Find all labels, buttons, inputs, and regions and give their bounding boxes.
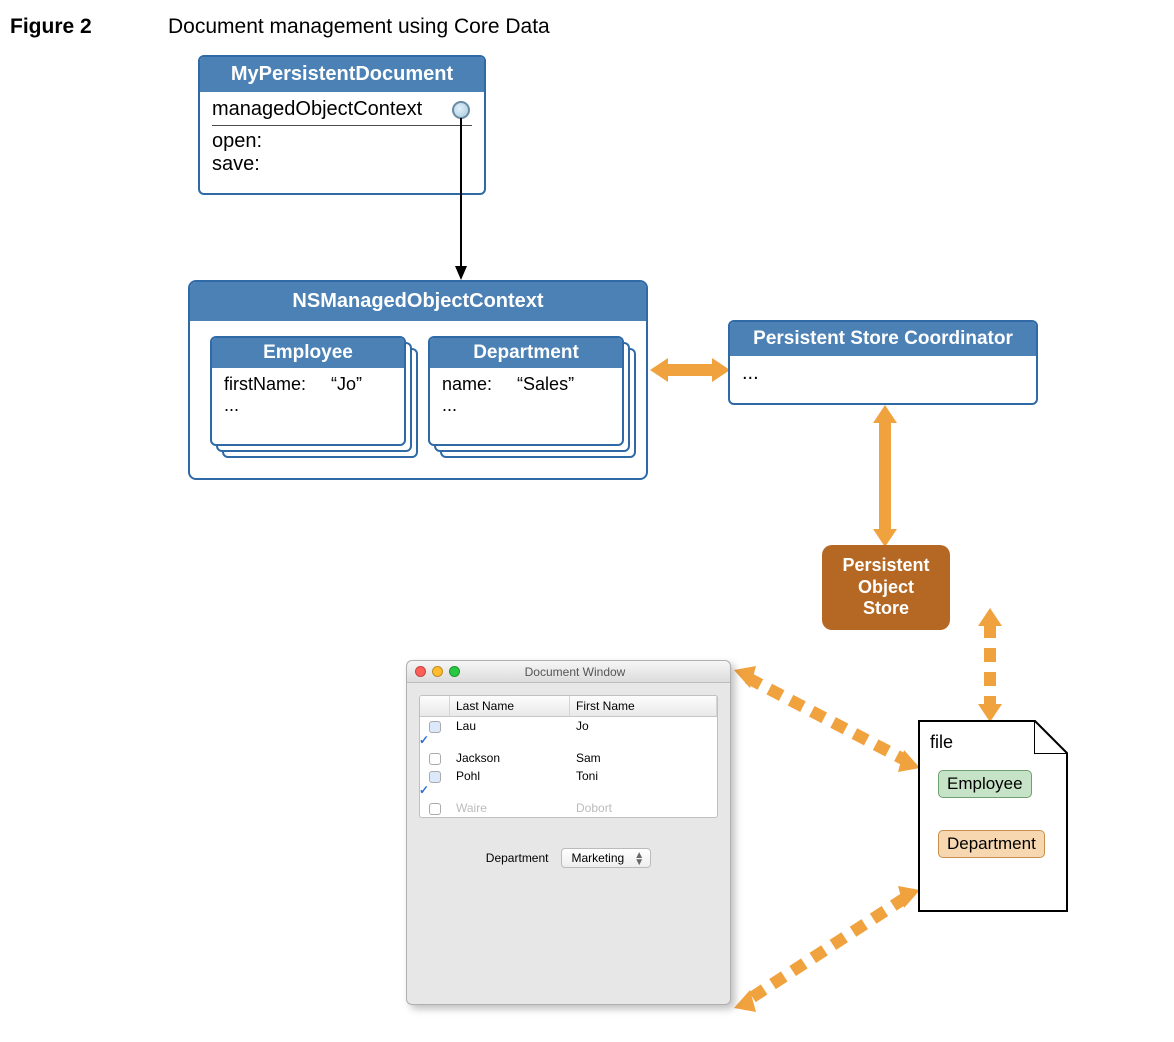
department-select-value: Marketing bbox=[572, 851, 625, 865]
table-header: Last Name First Name bbox=[420, 696, 717, 717]
persistent-document-box: MyPersistentDocument managedObjectContex… bbox=[198, 55, 486, 195]
window-form-row: Department Marketing ▲▼ bbox=[407, 848, 730, 868]
department-card-stack: Department name: “Sales” ... bbox=[428, 336, 628, 456]
close-icon[interactable] bbox=[415, 666, 426, 677]
psc-box: Persistent Store Coordinator ... bbox=[728, 320, 1038, 405]
file-chip-department: Department bbox=[938, 830, 1045, 858]
arrow-context-psc bbox=[650, 350, 730, 390]
form-label: Department bbox=[486, 851, 549, 865]
persistent-document-title: MyPersistentDocument bbox=[200, 57, 484, 92]
traffic-lights bbox=[407, 666, 460, 677]
psc-body: ... bbox=[730, 356, 1036, 391]
minimize-icon[interactable] bbox=[432, 666, 443, 677]
persistent-document-attr: managedObjectContext bbox=[212, 98, 472, 121]
figure-label: Figure 2 bbox=[10, 15, 92, 39]
employee-card-stack: Employee firstName: “Jo” ... bbox=[210, 336, 410, 456]
figure-title: Document management using Core Data bbox=[168, 15, 550, 39]
persistent-document-method-1: save: bbox=[212, 153, 472, 176]
table-row[interactable]: ✓LauJo bbox=[420, 717, 717, 749]
department-attr-key: name: bbox=[442, 374, 492, 394]
arrow-psc-pos bbox=[865, 405, 905, 547]
department-attr-val: “Sales” bbox=[517, 374, 574, 394]
pos-line2: Object Store bbox=[836, 577, 936, 620]
connector-dot-icon bbox=[452, 101, 470, 119]
window-titlebar: Document Window bbox=[407, 661, 730, 683]
window-title: Document Window bbox=[460, 665, 730, 679]
employee-card-title: Employee bbox=[212, 338, 404, 368]
chevron-updown-icon: ▲▼ bbox=[634, 852, 644, 866]
table-row[interactable]: ✓PohlToni bbox=[420, 767, 717, 799]
managed-object-context-box: NSManagedObjectContext Employee firstNam… bbox=[188, 280, 648, 480]
file-chip-employee: Employee bbox=[938, 770, 1032, 798]
pos-line1: Persistent bbox=[836, 555, 936, 577]
employee-attr-val: “Jo” bbox=[331, 374, 362, 394]
department-card-title: Department bbox=[430, 338, 622, 368]
department-etc: ... bbox=[442, 395, 610, 416]
file-label: file bbox=[930, 732, 953, 753]
arrow-pos-file bbox=[970, 608, 1010, 722]
table-col-check bbox=[420, 696, 450, 716]
arrow-window-file-top bbox=[730, 660, 925, 780]
employee-attr-key: firstName: bbox=[224, 374, 306, 394]
table-row[interactable]: WaireDobort bbox=[420, 799, 717, 817]
file-icon: file Employee Department bbox=[918, 720, 1068, 912]
arrow-window-file-bottom bbox=[730, 880, 925, 1020]
file-dogear-icon bbox=[1034, 720, 1068, 754]
department-select[interactable]: Marketing ▲▼ bbox=[561, 848, 652, 868]
persistent-document-method-0: open: bbox=[212, 130, 472, 153]
managed-object-context-title: NSManagedObjectContext bbox=[190, 282, 646, 321]
employee-etc: ... bbox=[224, 395, 392, 416]
window-table: Last Name First Name ✓LauJoJacksonSam✓Po… bbox=[419, 695, 718, 818]
pos-box: Persistent Object Store bbox=[822, 545, 950, 630]
table-row[interactable]: JacksonSam bbox=[420, 749, 717, 767]
document-window: Document Window Last Name First Name ✓La… bbox=[406, 660, 731, 1005]
table-col-first: First Name bbox=[570, 696, 717, 716]
zoom-icon[interactable] bbox=[449, 666, 460, 677]
table-col-last: Last Name bbox=[450, 696, 570, 716]
psc-title: Persistent Store Coordinator bbox=[730, 322, 1036, 356]
